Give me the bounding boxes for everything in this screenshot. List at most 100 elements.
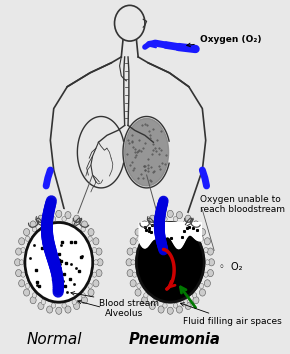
Circle shape (209, 259, 215, 266)
Circle shape (204, 238, 211, 245)
Circle shape (19, 260, 24, 265)
Circle shape (13, 209, 104, 316)
Circle shape (125, 209, 216, 316)
Circle shape (88, 289, 94, 296)
Circle shape (19, 238, 25, 245)
Polygon shape (139, 223, 201, 249)
Circle shape (204, 272, 208, 277)
Circle shape (133, 272, 137, 277)
Circle shape (185, 302, 191, 309)
Circle shape (32, 293, 37, 298)
Circle shape (193, 221, 199, 228)
Circle shape (62, 217, 66, 222)
Circle shape (96, 248, 102, 255)
Circle shape (65, 212, 71, 219)
Circle shape (62, 303, 66, 308)
Circle shape (51, 303, 56, 308)
Circle shape (207, 269, 213, 277)
Circle shape (74, 302, 80, 309)
Circle shape (192, 293, 197, 298)
Circle shape (81, 293, 85, 298)
Circle shape (25, 223, 93, 302)
Circle shape (142, 297, 148, 304)
Circle shape (81, 297, 88, 304)
Circle shape (204, 247, 208, 253)
Circle shape (207, 248, 213, 255)
Text: Oxygen unable to
reach bloodstream: Oxygen unable to reach bloodstream (200, 195, 285, 214)
Circle shape (131, 260, 135, 265)
Circle shape (23, 289, 30, 296)
Circle shape (25, 283, 30, 289)
Circle shape (25, 236, 30, 241)
Circle shape (137, 236, 141, 241)
Circle shape (149, 302, 155, 309)
Circle shape (92, 272, 97, 277)
Circle shape (88, 229, 94, 236)
Circle shape (126, 259, 132, 266)
Circle shape (204, 280, 211, 287)
Text: ◦  O₂: ◦ O₂ (219, 262, 243, 272)
Circle shape (135, 229, 141, 236)
Circle shape (127, 248, 133, 255)
Circle shape (19, 280, 25, 287)
Text: Oxygen (O₂): Oxygen (O₂) (187, 35, 261, 47)
Circle shape (199, 236, 204, 241)
Circle shape (158, 306, 164, 313)
Circle shape (142, 221, 148, 228)
Text: Normal: Normal (27, 332, 82, 347)
Circle shape (144, 227, 148, 232)
Circle shape (130, 280, 136, 287)
Circle shape (184, 220, 188, 225)
Circle shape (167, 210, 173, 217)
Circle shape (173, 217, 178, 222)
Circle shape (56, 307, 62, 314)
Circle shape (93, 238, 99, 245)
Circle shape (163, 303, 167, 308)
Circle shape (94, 260, 98, 265)
Circle shape (41, 220, 46, 225)
Circle shape (193, 297, 199, 304)
Circle shape (88, 236, 92, 241)
Circle shape (185, 215, 191, 222)
Circle shape (176, 212, 182, 219)
Circle shape (137, 223, 204, 302)
Circle shape (21, 272, 25, 277)
Circle shape (127, 269, 133, 277)
Circle shape (51, 217, 56, 222)
Circle shape (41, 299, 46, 304)
Circle shape (21, 247, 25, 253)
Circle shape (88, 283, 92, 289)
Circle shape (149, 215, 155, 222)
Text: Alveolus: Alveolus (78, 300, 144, 318)
Circle shape (23, 229, 30, 236)
Circle shape (56, 210, 62, 217)
Circle shape (200, 229, 206, 236)
Circle shape (192, 227, 197, 232)
Text: Blood stream: Blood stream (71, 292, 159, 308)
Circle shape (153, 220, 157, 225)
Circle shape (30, 297, 36, 304)
Circle shape (133, 247, 137, 253)
Circle shape (47, 212, 53, 219)
Circle shape (47, 306, 53, 313)
Text: Pneumonia: Pneumonia (128, 332, 220, 347)
Circle shape (72, 220, 77, 225)
Circle shape (96, 269, 102, 277)
Circle shape (200, 289, 206, 296)
Circle shape (32, 227, 37, 232)
Circle shape (81, 221, 88, 228)
Circle shape (72, 299, 77, 304)
Circle shape (81, 227, 85, 232)
Circle shape (93, 280, 99, 287)
Circle shape (16, 269, 22, 277)
Circle shape (97, 259, 103, 266)
Circle shape (38, 215, 44, 222)
Circle shape (173, 303, 178, 308)
Circle shape (135, 289, 141, 296)
Circle shape (184, 299, 188, 304)
Circle shape (30, 221, 36, 228)
Circle shape (176, 306, 182, 313)
Circle shape (74, 215, 80, 222)
Circle shape (14, 259, 21, 266)
Circle shape (130, 238, 136, 245)
